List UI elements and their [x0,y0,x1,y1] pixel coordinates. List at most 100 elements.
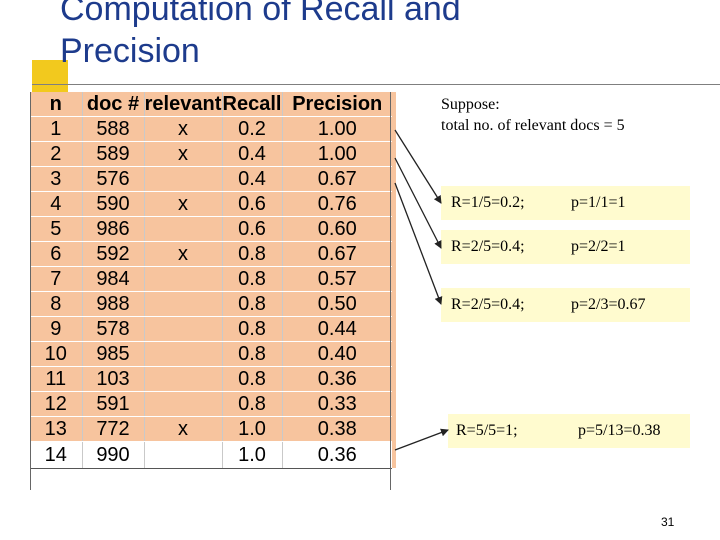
slide-title: Computation of Recall and Precision [60,0,461,72]
cell-n: 13 [30,416,82,442]
cell-doc: 986 [81,216,144,242]
cell-n: 10 [30,341,82,367]
cell-recall: 0.2 [221,116,282,142]
calc-recall: R=1/5=0.2; [451,194,525,211]
table-row: 2 589 x 0.4 1.00 [30,141,392,167]
cell-recall: 0.8 [221,316,282,342]
cell-doc: 590 [81,191,144,217]
cell-precision: 0.40 [281,341,392,367]
cell-precision: 0.33 [281,391,392,417]
cell-recall: 0.8 [221,341,282,367]
cell-doc: 591 [81,391,144,417]
recall-precision-table-wrap: n doc # relevant Recall Precision 1 588 x 0… [30,92,396,492]
table-row: 4 590 x 0.6 0.76 [30,191,392,217]
table-row: 11 103 0.8 0.36 [30,366,392,392]
assumption-label: Suppose: [441,96,500,113]
cell-recall: 0.4 [221,166,282,192]
cell-precision: 0.44 [281,316,392,342]
cell-precision: 0.76 [281,191,392,217]
cell-precision: 0.38 [281,416,392,442]
header-n: n [30,92,82,117]
page-number: 31 [661,515,675,529]
table-row: 6 592 x 0.8 0.67 [30,241,392,267]
cell-n: 5 [30,216,82,242]
assumption-note: Suppose: total no. of relevant docs = 5 [441,94,625,136]
cell-doc: 772 [81,416,144,442]
cell-relevant [143,366,222,392]
cell-recall: 0.8 [221,291,282,317]
cell-relevant [143,316,222,342]
calc-box-3: R=2/5=0.4; p=2/3=0.67 [441,288,690,322]
cell-relevant [143,341,222,367]
table-row: 9 578 0.8 0.44 [30,316,392,342]
cell-relevant: x [143,191,222,217]
cell-relevant: x [143,416,222,442]
cell-n: 2 [30,141,82,167]
recall-precision-table: n doc # relevant Recall Precision 1 588 x 0… [30,92,392,469]
cell-relevant: x [143,141,222,167]
cell-recall: 0.6 [221,216,282,242]
calc-precision: p=5/13=0.38 [578,422,661,439]
cell-doc: 990 [81,441,144,469]
calc-recall: R=2/5=0.4; [451,238,525,255]
cell-n: 1 [30,116,82,142]
cell-doc: 988 [81,291,144,317]
cell-recall: 1.0 [221,416,282,442]
table-row: 14 990 1.0 0.36 [30,441,392,469]
table-row: 3 576 0.4 0.67 [30,166,392,192]
cell-recall: 0.4 [221,141,282,167]
cell-recall: 0.8 [221,366,282,392]
header-recall: Recall [221,92,282,117]
calc-box-1: R=1/5=0.2; p=1/1=1 [441,186,690,220]
cell-precision: 0.67 [281,166,392,192]
cell-relevant [143,216,222,242]
cell-relevant: x [143,116,222,142]
cell-precision: 0.60 [281,216,392,242]
table-header-row: n doc # relevant Recall Precision [30,92,392,117]
cell-n: 8 [30,291,82,317]
cell-precision: 0.57 [281,266,392,292]
table-row: 8 988 0.8 0.50 [30,291,392,317]
header-precision: Precision [281,92,392,117]
cell-precision: 0.36 [281,366,392,392]
slide-title-line-1: Computation of Recall and [60,0,461,28]
assumption-total: total no. of relevant docs = 5 [441,117,625,134]
cell-n: 7 [30,266,82,292]
cell-relevant [143,291,222,317]
cell-precision: 1.00 [281,116,392,142]
calc-recall: R=2/5=0.4; [451,296,525,313]
table-row: 10 985 0.8 0.40 [30,341,392,367]
cell-n: 4 [30,191,82,217]
cell-relevant [143,266,222,292]
table-row: 13 772 x 1.0 0.38 [30,416,392,442]
arrow-row-1 [394,129,442,204]
cell-n: 6 [30,241,82,267]
cell-recall: 0.8 [221,241,282,267]
table-row: 1 588 x 0.2 1.00 [30,116,392,142]
cell-recall: 0.8 [221,391,282,417]
arrow-row-2 [394,157,442,249]
cell-n: 11 [30,366,82,392]
arrow-row-13 [394,428,449,451]
cell-doc: 589 [81,141,144,167]
cell-doc: 985 [81,341,144,367]
cell-doc: 578 [81,316,144,342]
cell-precision: 0.50 [281,291,392,317]
calc-recall: R=5/5=1; [456,422,518,439]
cell-recall: 1.0 [221,441,282,469]
cell-n: 3 [30,166,82,192]
table-row: 7 984 0.8 0.57 [30,266,392,292]
cell-n: 9 [30,316,82,342]
cell-recall: 0.6 [221,191,282,217]
calc-precision: p=2/2=1 [571,238,626,255]
arrow-row-3 [394,182,443,305]
cell-n: 14 [30,441,82,469]
slide-title-line-2: Precision [60,32,200,70]
cell-precision: 0.67 [281,241,392,267]
header-doc-number: doc # [81,92,144,117]
cell-doc: 576 [81,166,144,192]
cell-doc: 592 [81,241,144,267]
cell-doc: 984 [81,266,144,292]
title-divider [32,84,720,85]
cell-recall: 0.8 [221,266,282,292]
